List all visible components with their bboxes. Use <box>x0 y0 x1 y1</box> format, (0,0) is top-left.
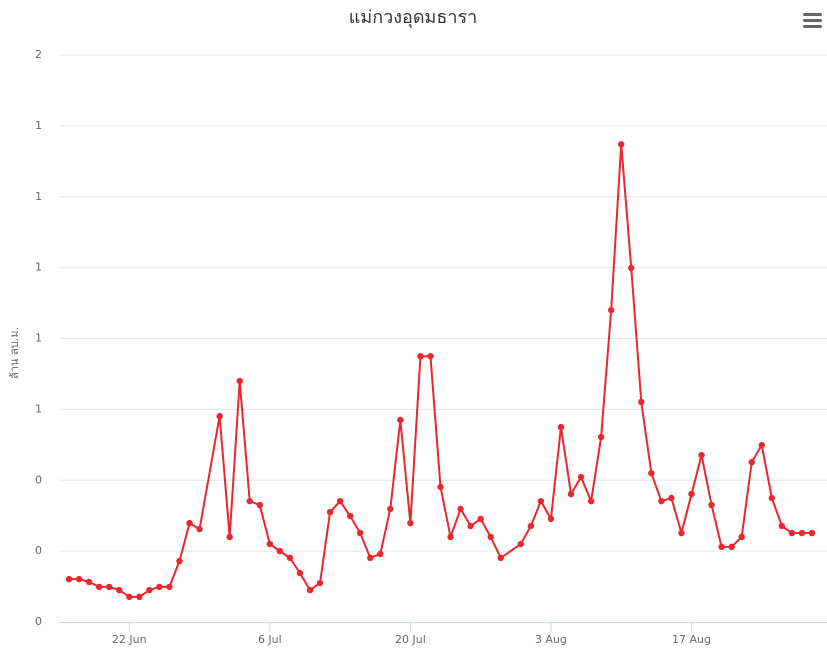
point <box>407 519 414 527</box>
y-tick-label: 1 <box>35 261 42 274</box>
point <box>286 554 294 562</box>
x-tick-label: 3 Aug <box>535 633 567 646</box>
point <box>487 533 494 541</box>
point <box>607 306 615 314</box>
point <box>176 557 183 565</box>
point <box>798 529 806 537</box>
point <box>628 264 635 272</box>
point <box>638 398 645 406</box>
point <box>116 586 123 594</box>
menu-bar <box>803 19 822 22</box>
point <box>758 441 765 449</box>
y-tick-label: 1 <box>35 190 42 203</box>
point <box>567 490 575 498</box>
x-tick-label: 17 Aug <box>672 633 711 646</box>
point <box>326 508 334 516</box>
point <box>216 412 223 420</box>
y-tick-label: 0 <box>35 473 42 486</box>
point <box>75 575 83 583</box>
point <box>397 416 404 424</box>
y-tick-label: 1 <box>35 402 42 415</box>
point <box>246 497 253 505</box>
point <box>226 533 233 541</box>
point <box>387 505 394 513</box>
point <box>417 353 424 360</box>
point <box>497 554 504 562</box>
point <box>316 579 324 587</box>
x-tick-label: 6 Jul <box>258 633 282 646</box>
menu-bar <box>803 25 822 28</box>
point <box>276 547 284 555</box>
point <box>718 543 725 551</box>
point <box>768 494 776 502</box>
x-tick-label: 20 Jul <box>395 633 426 646</box>
menu-bar <box>803 13 822 16</box>
point <box>256 501 263 509</box>
point <box>85 578 93 586</box>
y-tick-label: 2 <box>35 48 42 61</box>
point <box>708 501 715 509</box>
point <box>618 141 625 148</box>
point <box>517 540 525 548</box>
chart-title: แม่กวงอุดมธารา <box>349 7 478 28</box>
point <box>587 497 595 505</box>
point <box>166 583 173 591</box>
point <box>467 522 474 530</box>
point <box>196 525 203 533</box>
point <box>678 529 685 537</box>
point <box>688 490 695 498</box>
point <box>547 515 555 523</box>
point <box>808 529 816 537</box>
point <box>156 583 163 591</box>
point <box>367 554 374 562</box>
point <box>537 497 545 505</box>
y-tick-label: 0 <box>35 544 42 557</box>
point <box>738 533 745 541</box>
menu-button[interactable] <box>803 13 822 28</box>
y-tick-label: 1 <box>35 332 42 345</box>
point <box>557 423 565 431</box>
point <box>698 451 705 459</box>
x-tick-label: 22 Jun <box>112 633 147 646</box>
point <box>577 473 585 481</box>
point <box>437 483 444 491</box>
point <box>186 519 193 527</box>
point <box>447 533 454 541</box>
y-tick-label: 1 <box>35 119 42 132</box>
point <box>427 353 434 360</box>
point <box>236 377 243 385</box>
point <box>95 583 103 591</box>
point <box>788 529 796 537</box>
point <box>648 469 655 477</box>
y-axis-title: ล้าน ลบ.ม. <box>8 327 21 379</box>
point <box>527 522 535 530</box>
point <box>748 458 755 466</box>
point <box>346 512 354 520</box>
point <box>136 593 143 601</box>
point <box>778 522 786 530</box>
point <box>65 575 73 583</box>
point <box>296 569 304 577</box>
point <box>668 494 675 502</box>
line <box>69 144 812 598</box>
point <box>477 515 484 523</box>
point <box>597 433 605 441</box>
point <box>266 540 274 548</box>
y-tick-label: 0 <box>35 615 42 628</box>
point <box>728 543 735 551</box>
point <box>336 497 344 505</box>
point <box>356 529 364 537</box>
point <box>126 593 133 601</box>
point <box>105 583 113 591</box>
point <box>457 505 464 513</box>
point <box>146 586 153 594</box>
point <box>658 497 665 505</box>
point <box>377 550 384 558</box>
point <box>306 586 314 594</box>
